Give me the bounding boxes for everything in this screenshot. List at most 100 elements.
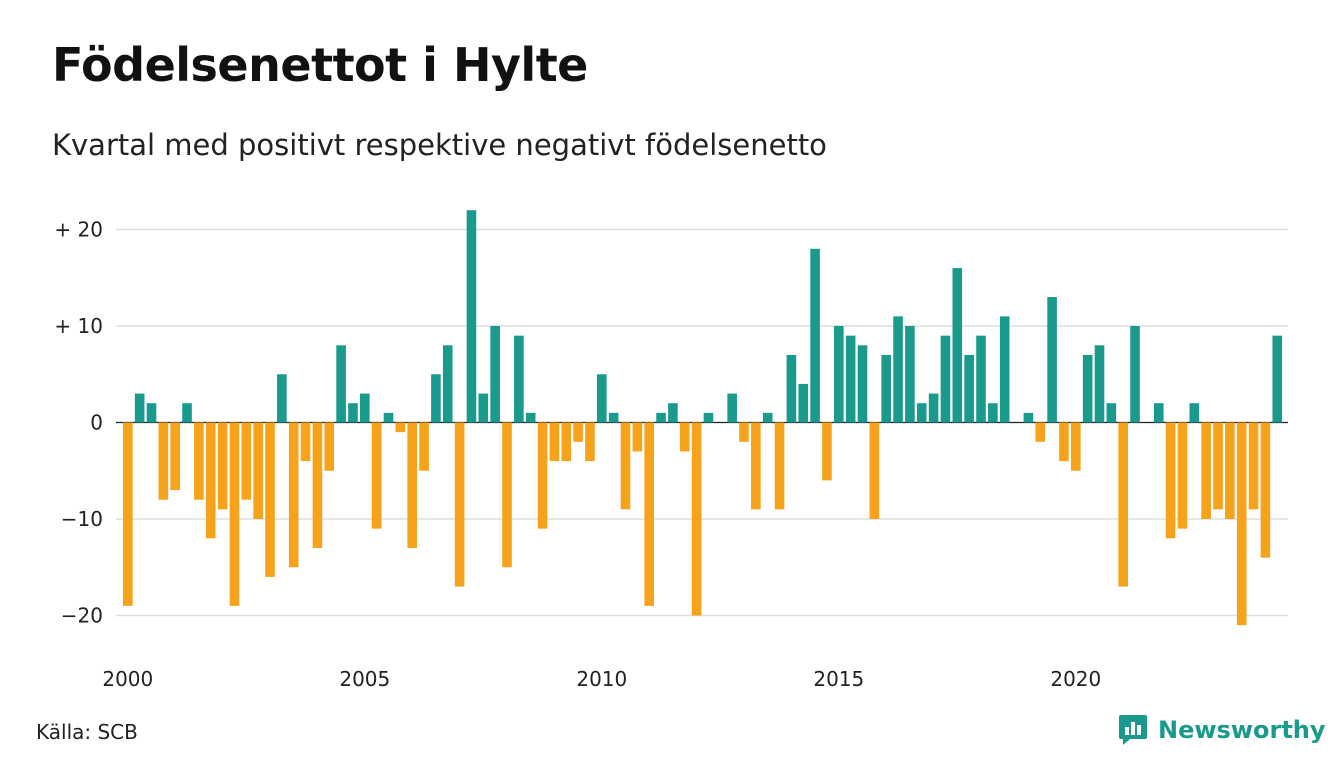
bar <box>751 422 761 510</box>
chart-title: Födelsenettot i Hylte <box>52 38 588 92</box>
bar <box>395 422 406 433</box>
bar <box>407 422 417 548</box>
bar <box>1094 345 1105 423</box>
bar <box>1260 422 1271 558</box>
bar <box>170 422 180 491</box>
bar <box>194 422 204 500</box>
logo-text: Newsworthy <box>1158 716 1326 744</box>
bar <box>229 422 240 606</box>
bar <box>845 335 856 423</box>
bar <box>1189 403 1200 423</box>
newsworthy-logo-icon <box>1119 715 1147 745</box>
bar <box>146 403 157 423</box>
bar <box>964 354 974 423</box>
y-tick-label: −10 <box>61 507 103 531</box>
bar <box>1153 403 1164 423</box>
bar <box>288 422 299 568</box>
bar <box>1201 422 1211 519</box>
bar <box>490 326 500 423</box>
bar <box>632 422 643 452</box>
bar <box>205 422 216 539</box>
bar <box>940 335 951 423</box>
bar <box>1236 422 1247 626</box>
bar <box>277 374 287 423</box>
bar <box>928 393 939 423</box>
bar <box>514 335 524 423</box>
newsworthy-logo: Newsworthy <box>1118 713 1326 747</box>
bar <box>786 354 797 423</box>
bar <box>1248 422 1259 510</box>
bar <box>502 422 512 568</box>
bar <box>348 403 358 423</box>
y-tick-label: + 20 <box>54 218 103 242</box>
bar <box>1118 422 1128 587</box>
bar <box>739 422 749 442</box>
bar <box>1023 412 1034 423</box>
bar <box>383 412 394 423</box>
bar <box>478 393 489 423</box>
bar <box>573 422 583 442</box>
bar <box>1071 422 1081 471</box>
bar <box>834 326 844 423</box>
bar <box>644 422 654 606</box>
bar <box>1213 422 1223 510</box>
bar <box>265 422 275 577</box>
bar <box>466 210 477 423</box>
bar <box>656 412 666 423</box>
bar <box>123 422 133 606</box>
bar <box>727 393 737 423</box>
bar <box>679 422 690 452</box>
bar <box>952 268 963 423</box>
source-label: Källa: SCB <box>36 720 138 744</box>
bar <box>869 422 880 519</box>
bar <box>1165 422 1176 539</box>
bar <box>454 422 465 587</box>
bar <box>360 393 370 423</box>
bar <box>857 345 868 423</box>
bar <box>988 403 998 423</box>
bar <box>762 412 773 423</box>
bar <box>324 422 335 471</box>
bar <box>312 422 323 548</box>
bar <box>703 412 714 423</box>
bar <box>371 422 382 529</box>
bar <box>597 374 607 423</box>
bar <box>336 345 346 423</box>
bar <box>585 422 595 462</box>
bar <box>253 422 263 519</box>
bar <box>158 422 169 500</box>
bar <box>300 422 311 462</box>
bar <box>241 422 252 500</box>
bar <box>1130 326 1140 423</box>
bar <box>1225 422 1235 519</box>
bar <box>1106 403 1117 423</box>
bar <box>608 412 619 423</box>
bar <box>810 248 820 423</box>
bar <box>620 422 631 510</box>
bar <box>134 393 145 423</box>
bar <box>691 422 702 616</box>
y-tick-label: −20 <box>61 604 103 628</box>
bar <box>537 422 548 529</box>
bar <box>822 422 832 481</box>
bar <box>881 354 891 423</box>
bar <box>999 316 1010 423</box>
y-tick-label: + 10 <box>54 314 103 338</box>
bar <box>442 345 453 423</box>
chart-subtitle: Kvartal med positivt respektive negativt… <box>52 128 827 162</box>
bar <box>893 316 903 423</box>
bar <box>1059 422 1069 462</box>
bar <box>217 422 228 510</box>
bar <box>561 422 572 462</box>
bar <box>668 403 678 423</box>
bar <box>1047 297 1057 423</box>
bar <box>419 422 429 471</box>
bar <box>182 403 192 423</box>
bar <box>1177 422 1188 529</box>
bar <box>1035 422 1046 442</box>
bar <box>905 326 915 423</box>
x-tick-label: 2005 <box>339 667 390 691</box>
bar <box>549 422 560 462</box>
bar <box>774 422 785 510</box>
